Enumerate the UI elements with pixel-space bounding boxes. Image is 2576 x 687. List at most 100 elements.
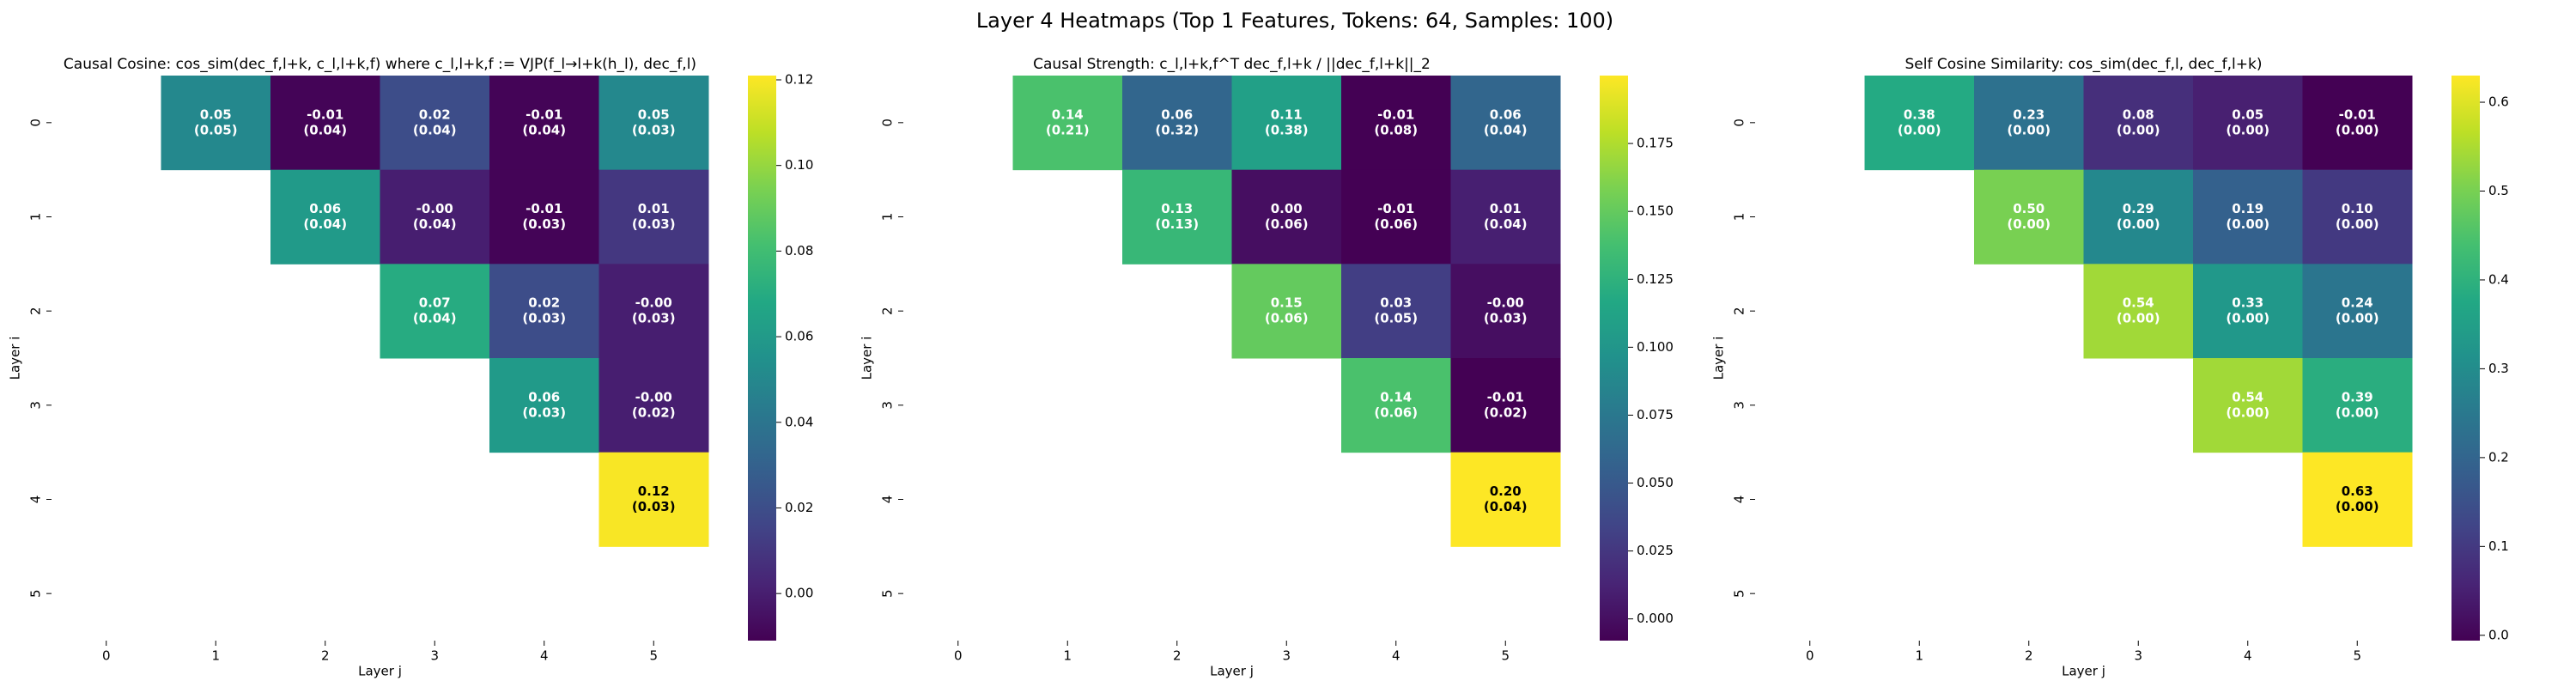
colorbar-tick-label: 0.5 [2488, 183, 2509, 198]
y-tick-label: 2 [28, 307, 44, 315]
heatmap-cell [598, 76, 709, 171]
error-label: (0.06) [1374, 404, 1418, 420]
y-tick-label: 5 [28, 589, 44, 598]
error-label: (0.00) [2226, 311, 2269, 326]
colorbar-tick-label: 0.2 [2488, 449, 2509, 465]
value-label: -0.01 [1487, 389, 1524, 404]
heatmap-cell [1341, 264, 1451, 359]
heatmap-cell [1450, 76, 1561, 171]
colorbar-tick-label: 0.025 [1637, 543, 1674, 558]
value-label: 0.05 [200, 106, 232, 122]
value-label: 0.14 [1052, 106, 1084, 122]
error-label: (0.00) [2336, 404, 2379, 420]
error-label: (0.00) [2117, 122, 2160, 137]
error-label: (0.00) [2336, 216, 2379, 232]
x-tick-label: 3 [2134, 648, 2142, 664]
colorbar-tick-label: 0.050 [1637, 475, 1674, 490]
value-label: 0.19 [2232, 201, 2263, 216]
heatmap-cell [598, 452, 709, 547]
error-label: (0.08) [1374, 122, 1418, 137]
value-label: 0.13 [1161, 201, 1193, 216]
colorbar [748, 76, 776, 641]
heatmap-cell [1341, 76, 1451, 171]
heatmap-cell [1012, 76, 1123, 171]
value-label: 0.11 [1271, 106, 1303, 122]
error-label: (0.00) [2226, 122, 2269, 137]
heatmap-cell [2302, 76, 2413, 171]
error-label: (0.03) [632, 499, 676, 514]
x-tick-label: 4 [2244, 648, 2252, 664]
y-axis-label: Layer i [1711, 337, 1727, 380]
error-label: (0.13) [1155, 216, 1199, 232]
heatmap-cell [1450, 169, 1561, 264]
heatmap-cell [2302, 264, 2413, 359]
heatmap-cell [489, 264, 599, 359]
colorbar-tick-label: 0.150 [1637, 204, 1674, 219]
value-label: 0.02 [419, 106, 451, 122]
value-label: 0.24 [2342, 295, 2373, 311]
value-label: 0.54 [2232, 389, 2263, 404]
colorbar-tick-label: 0.00 [785, 586, 813, 601]
value-label: -0.00 [635, 295, 672, 311]
heatmap-cell [270, 169, 380, 264]
x-tick-label: 0 [954, 648, 963, 664]
y-tick-label: 1 [880, 213, 896, 222]
y-tick-label: 0 [28, 119, 44, 127]
figure-title: Layer 4 Heatmaps (Top 1 Features, Tokens… [976, 9, 1613, 33]
value-label: 0.06 [528, 389, 560, 404]
error-label: (0.03) [522, 311, 566, 326]
x-tick-label: 2 [1173, 648, 1182, 664]
value-label: 0.12 [638, 483, 670, 499]
error-label: (0.03) [522, 404, 566, 420]
colorbar-tick-label: 0.02 [785, 500, 813, 515]
heatmap-cell [2302, 358, 2413, 453]
value-label: 0.15 [1271, 295, 1303, 311]
colorbar-tick-label: 0.1 [2488, 538, 2509, 554]
heatmap-cell [489, 358, 599, 453]
chart-title: Causal Strength: c_l,l+k,f^T dec_f,l+k /… [1033, 56, 1431, 73]
error-label: (0.00) [2336, 311, 2379, 326]
error-label: (0.00) [2226, 216, 2269, 232]
value-label: -0.00 [635, 389, 672, 404]
error-label: (0.00) [2117, 311, 2160, 326]
value-label: -0.00 [416, 201, 453, 216]
error-label: (0.06) [1265, 216, 1309, 232]
colorbar-tick-label: 0.08 [785, 243, 813, 258]
error-label: (0.05) [1374, 311, 1418, 326]
error-label: (0.04) [413, 216, 457, 232]
error-label: (0.38) [1265, 122, 1309, 137]
value-label: 0.39 [2342, 389, 2373, 404]
value-label: 0.07 [419, 295, 451, 311]
value-label: 0.01 [638, 201, 670, 216]
value-label: -0.00 [1487, 295, 1524, 311]
value-label: -0.01 [1377, 106, 1414, 122]
error-label: (0.00) [2007, 122, 2050, 137]
error-label: (0.04) [303, 122, 347, 137]
error-label: (0.00) [1898, 122, 1941, 137]
colorbar-tick-label: 0.125 [1637, 271, 1674, 287]
error-label: (0.00) [2007, 216, 2050, 232]
x-tick-label: 2 [2025, 648, 2033, 664]
value-label: 0.10 [2342, 201, 2373, 216]
value-label: 0.63 [2342, 483, 2373, 499]
x-tick-label: 3 [1282, 648, 1291, 664]
error-label: (0.04) [413, 311, 457, 326]
value-label: 0.06 [309, 201, 341, 216]
y-tick-label: 3 [1732, 401, 1747, 410]
error-label: (0.04) [1484, 216, 1528, 232]
error-label: (0.04) [413, 122, 457, 137]
heatmap-cell [1974, 169, 2084, 264]
x-tick-label: 3 [430, 648, 439, 664]
error-label: (0.00) [2336, 122, 2379, 137]
x-tick-label: 0 [102, 648, 111, 664]
x-tick-label: 4 [1392, 648, 1400, 664]
heatmap-cell [1341, 169, 1451, 264]
heatmap-cell [1974, 76, 2084, 171]
heatmap-cell [2083, 169, 2194, 264]
y-tick-label: 1 [28, 213, 44, 222]
error-label: (0.03) [522, 216, 566, 232]
x-axis-label: Layer j [358, 664, 402, 679]
heatmap-cell [161, 76, 271, 171]
error-label: (0.02) [1484, 404, 1528, 420]
